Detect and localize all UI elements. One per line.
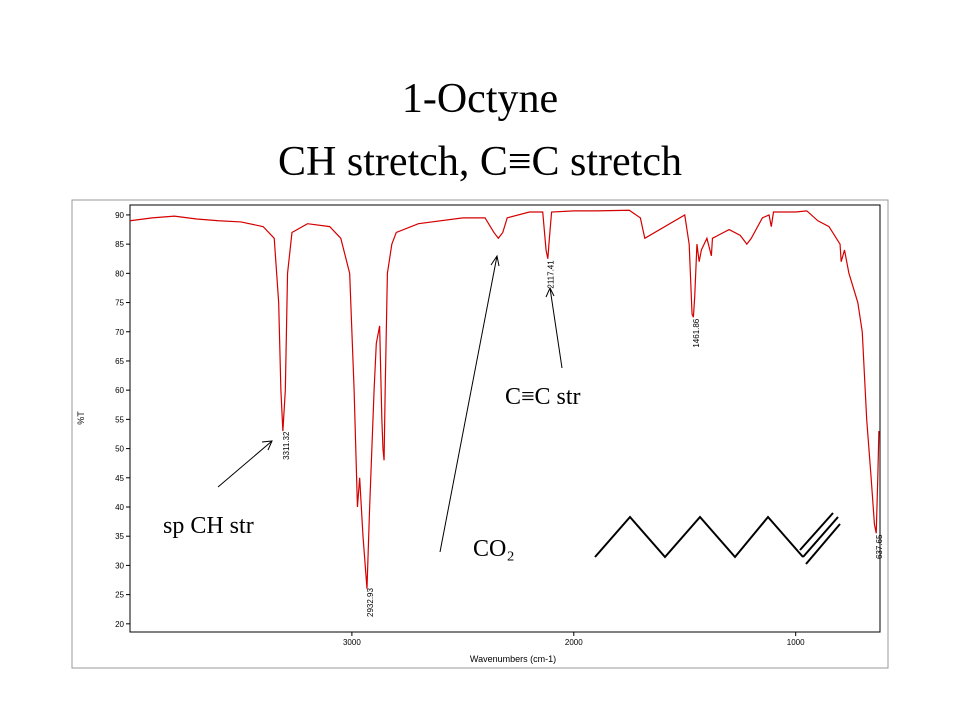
y-tick-label: 85 <box>115 240 124 249</box>
slide-subtitle: CH stretch, C≡C stretch <box>278 139 682 185</box>
arrowhead <box>545 286 555 298</box>
plot-area <box>129 204 881 633</box>
y-tick-label: 55 <box>115 415 124 424</box>
y-tick-label: 45 <box>115 474 124 483</box>
carbon-chain <box>594 515 804 559</box>
peak-label: 637.65 <box>875 534 884 559</box>
arrow <box>217 440 273 488</box>
y-tick-label: 60 <box>115 386 124 395</box>
x-tick-label: 3000 <box>343 638 361 647</box>
spectrum-line <box>129 209 880 589</box>
molecule <box>594 512 841 565</box>
y-tick-label: 25 <box>115 591 124 600</box>
bond <box>802 516 839 558</box>
peak-label: 1461.86 <box>692 318 701 347</box>
y-tick-label: 20 <box>115 620 124 629</box>
bond <box>805 523 841 565</box>
bond <box>799 512 834 551</box>
y-axis-label: %T <box>76 411 86 425</box>
y-tick-label: 65 <box>115 357 124 366</box>
annotation: sp CH str <box>163 513 254 539</box>
y-tick-label: 30 <box>115 561 124 570</box>
peak-label: 2932.93 <box>366 588 375 617</box>
arrow <box>439 255 498 553</box>
marks: 20 25 30 35 40 45 50 55 60 65 70 75 80 85 90 3000 2000 10… <box>115 209 884 647</box>
arrow <box>549 287 563 369</box>
y-tick-label: 75 <box>115 299 124 308</box>
y-tick-label: 35 <box>115 532 124 541</box>
y-tick-label: 70 <box>115 328 124 337</box>
annotation: CO₂ <box>473 536 515 562</box>
x-axis-label: Wavenumbers (cm-1) <box>470 654 556 664</box>
x-tick-label: 1000 <box>787 638 805 647</box>
chart-frame <box>71 199 889 669</box>
y-tick-label: 50 <box>115 445 124 454</box>
y-tick-label: 40 <box>115 503 124 512</box>
annotation: C≡C str <box>505 384 581 410</box>
peak-label: 3311.32 <box>282 431 291 460</box>
peak-label: 2117.41 <box>547 260 556 289</box>
arrowhead <box>490 254 500 267</box>
x-tick-label: 2000 <box>565 638 583 647</box>
arrowhead <box>261 440 273 451</box>
slide-title: 1-Octyne <box>402 76 558 122</box>
y-tick-label: 90 <box>115 211 124 220</box>
y-tick-label: 80 <box>115 269 124 278</box>
